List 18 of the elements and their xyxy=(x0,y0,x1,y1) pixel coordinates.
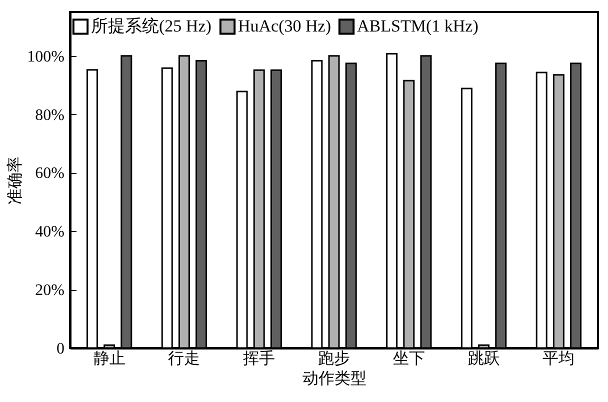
y-axis-title: 准确率 xyxy=(6,156,24,204)
x-tick-label: 平均 xyxy=(542,350,575,368)
x-axis-title: 动作类型 xyxy=(302,370,366,388)
y-tick-label: 100% xyxy=(27,48,64,66)
x-tick-label: 挥手 xyxy=(243,350,276,368)
legend-label: HuAc(30 Hz) xyxy=(238,16,331,36)
x-tick-label: 静止 xyxy=(93,350,126,368)
x-tick-label: 坐下 xyxy=(392,350,425,368)
x-tick-label: 跑步 xyxy=(318,350,350,368)
y-tick-label: 80% xyxy=(35,106,64,124)
legend-label: 所提系统(25 Hz) xyxy=(91,16,212,36)
y-tick-label: 0 xyxy=(56,340,64,358)
y-tick-label: 60% xyxy=(35,165,64,182)
y-tick-label: 20% xyxy=(35,282,64,300)
x-tick-label: 行走 xyxy=(168,350,200,368)
legend-label: ABLSTM(1 kHz) xyxy=(357,16,478,36)
x-tick-label: 跳跃 xyxy=(468,350,500,368)
y-tick-label: 40% xyxy=(35,224,64,241)
